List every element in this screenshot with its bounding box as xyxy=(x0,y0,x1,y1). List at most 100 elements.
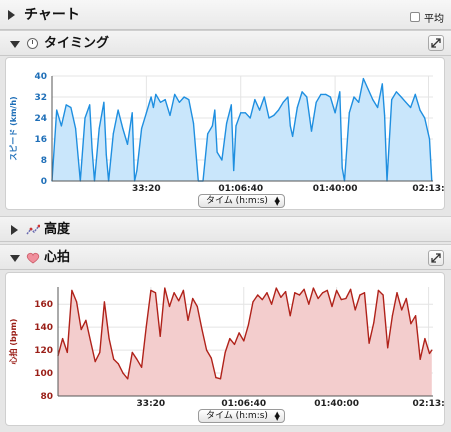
data-point xyxy=(358,101,360,103)
data-point xyxy=(91,148,93,151)
data-point xyxy=(261,299,263,301)
data-point xyxy=(424,117,426,119)
data-point xyxy=(210,357,212,359)
section-altitude-title: 高度 xyxy=(44,222,71,237)
y-tick-label: 16 xyxy=(34,135,47,145)
x-tick-label: 02:13: xyxy=(412,184,444,194)
section-timing-title: タイミング xyxy=(44,36,110,51)
data-point xyxy=(285,291,287,293)
x-tick-label: 01:06:40 xyxy=(221,399,266,409)
data-point xyxy=(103,101,105,103)
x-tick-label: 33:20 xyxy=(132,184,161,194)
section-altitude-header[interactable]: 高度 xyxy=(0,216,451,242)
data-point xyxy=(339,91,341,93)
expand-chart-icon[interactable] xyxy=(428,250,444,266)
data-point xyxy=(224,351,226,353)
heart-time-axis-dropdown[interactable]: タイム (h:m:s) ▲ ▼ xyxy=(198,409,285,423)
expand-triangle-icon[interactable] xyxy=(10,41,20,48)
data-point xyxy=(277,109,280,111)
collapsed-triangle-icon[interactable] xyxy=(11,225,18,235)
collapse-triangle-icon[interactable] xyxy=(8,10,15,20)
data-point xyxy=(206,349,208,351)
data-point xyxy=(362,78,364,80)
data-point xyxy=(354,309,356,311)
expand-triangle-icon[interactable] xyxy=(10,255,20,262)
data-point xyxy=(85,319,87,321)
chart-header: チャート 平均 xyxy=(0,0,451,30)
data-point xyxy=(94,361,96,363)
y-axis-label: 心拍 (bpm) xyxy=(8,319,18,365)
data-point xyxy=(70,106,72,109)
data-point xyxy=(174,93,176,95)
section-timing-header[interactable]: タイミング xyxy=(0,30,451,56)
y-tick-label: 8 xyxy=(41,156,47,166)
dropdown-label: タイム (h:m:s) xyxy=(206,196,268,206)
data-point xyxy=(62,338,64,340)
data-point xyxy=(71,289,73,291)
data-point xyxy=(377,289,379,291)
speed-chart: 0 8 16 24 32 40 33:20 01:06:40 01:40:00 02:13: スピー… xyxy=(8,72,444,194)
data-point xyxy=(252,301,254,303)
data-point xyxy=(60,125,63,127)
y-tick-label: 40 xyxy=(34,72,47,82)
data-point xyxy=(99,351,101,353)
section-heart-title: 心拍 xyxy=(44,250,71,265)
data-point xyxy=(247,324,249,326)
data-point xyxy=(372,99,374,101)
x-tick-label: 33:20 xyxy=(137,399,166,409)
series-area xyxy=(52,78,432,181)
data-point xyxy=(178,300,180,302)
x-tick-label: 01:40:00 xyxy=(313,184,358,194)
data-point xyxy=(216,151,218,153)
data-point xyxy=(230,104,232,106)
expand-chart-icon[interactable] xyxy=(428,35,444,51)
data-point xyxy=(131,351,133,353)
y-tick-label: 0 xyxy=(41,177,47,187)
data-point xyxy=(350,288,352,290)
data-point xyxy=(233,169,235,172)
data-point xyxy=(384,114,386,116)
data-point xyxy=(292,135,294,137)
altitude-icon xyxy=(26,224,40,235)
data-point xyxy=(336,289,338,291)
section-heart-header[interactable]: 心拍 xyxy=(0,244,451,270)
data-point xyxy=(287,96,289,98)
data-point xyxy=(56,109,58,111)
data-point xyxy=(377,106,379,109)
x-tick-label: 01:40:00 xyxy=(314,399,359,409)
data-point xyxy=(263,96,265,98)
data-point xyxy=(122,127,124,130)
data-point xyxy=(141,127,143,130)
data-point xyxy=(405,297,407,300)
data-point xyxy=(298,294,301,296)
data-point xyxy=(373,322,375,324)
average-checkbox[interactable] xyxy=(410,12,420,22)
data-point xyxy=(159,101,162,103)
data-point xyxy=(127,378,129,380)
stepper-arrows-icon: ▲ ▼ xyxy=(274,195,280,207)
data-point xyxy=(215,377,217,379)
data-point xyxy=(280,296,282,298)
data-point xyxy=(183,96,185,98)
data-point xyxy=(249,117,251,119)
data-point xyxy=(136,169,138,172)
data-point xyxy=(348,112,350,114)
data-point xyxy=(400,96,402,98)
data-point xyxy=(254,99,256,101)
data-point xyxy=(168,305,171,308)
data-point xyxy=(424,338,426,340)
y-tick-label: 24 xyxy=(34,114,47,124)
data-point xyxy=(207,133,209,135)
stepper-arrows-icon: ▲ ▼ xyxy=(274,410,280,422)
data-point xyxy=(89,340,92,342)
data-point xyxy=(381,83,383,85)
data-point xyxy=(152,106,154,109)
data-point xyxy=(308,303,310,305)
data-point xyxy=(150,289,152,291)
data-point xyxy=(275,287,277,289)
speed-time-axis-dropdown[interactable]: タイム (h:m:s) ▲ ▼ xyxy=(198,194,285,208)
data-point xyxy=(221,159,223,161)
clock-icon xyxy=(27,38,38,49)
heart-icon xyxy=(26,252,40,264)
data-point xyxy=(155,93,157,95)
